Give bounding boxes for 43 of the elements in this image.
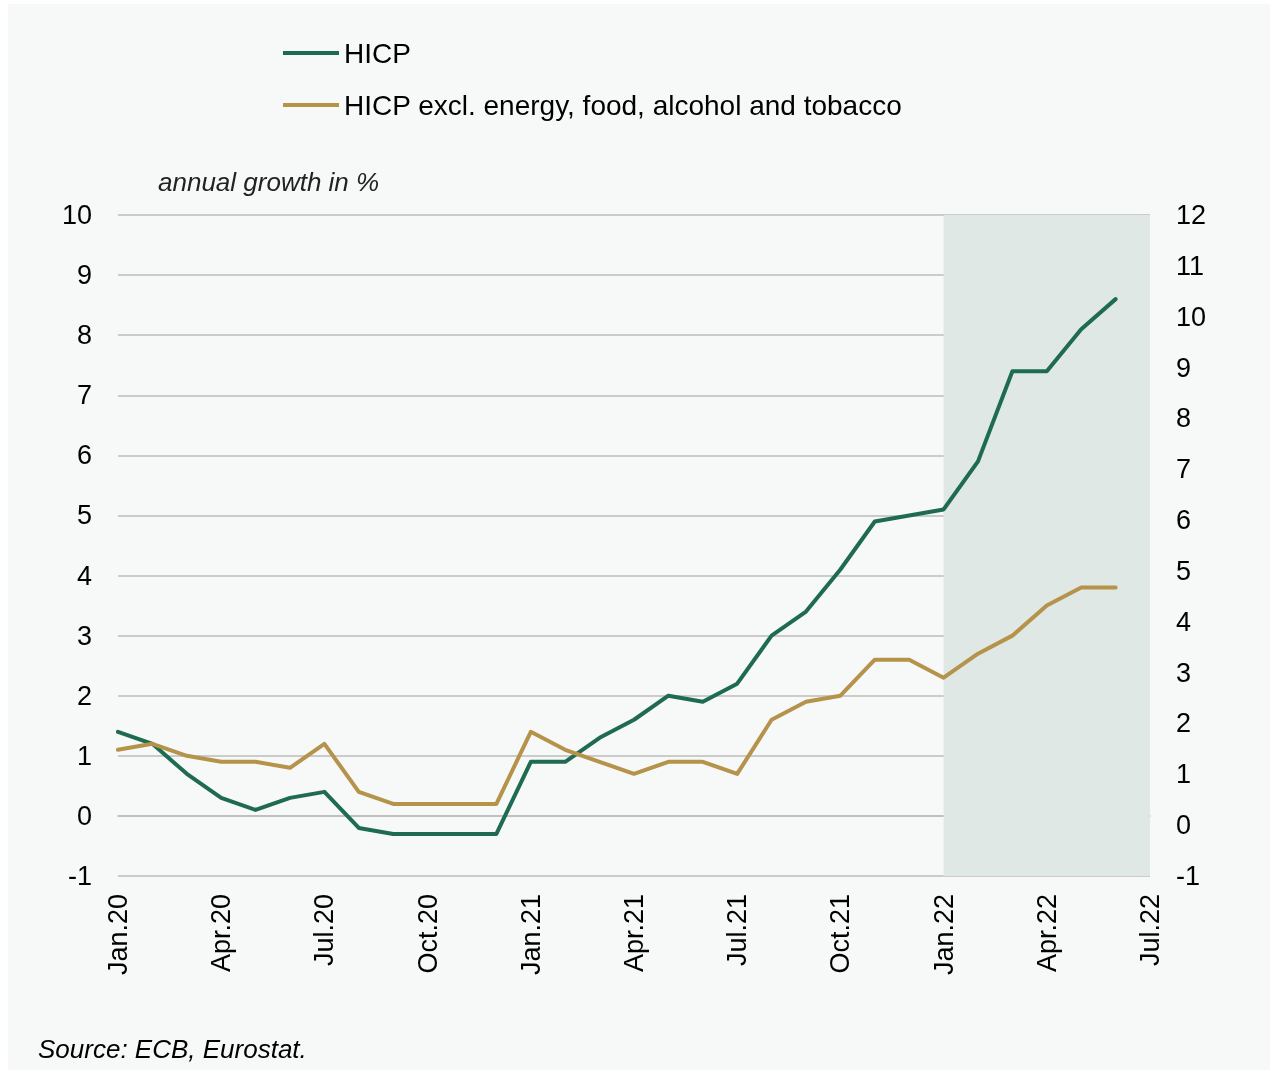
x-tick-label: Jul.20 xyxy=(309,894,340,967)
y2-tick-label: 7 xyxy=(1176,454,1192,485)
x-tick-label: Apr.21 xyxy=(619,894,649,973)
x-tick-label: Jul.22 xyxy=(1135,894,1165,967)
line-series xyxy=(116,297,1118,836)
y2-tick-label: 3 xyxy=(1176,657,1192,688)
y-tick-label: 2 xyxy=(76,680,92,711)
x-tick-label: Apr.22 xyxy=(1031,894,1062,973)
y-tick-label: 10 xyxy=(61,200,92,230)
y2-tick-label: 5 xyxy=(1176,555,1192,586)
y2-tick-label: 8 xyxy=(1176,403,1192,434)
y2-tick-label: 11 xyxy=(1176,250,1205,281)
x-tick-label: Jan.20 xyxy=(103,894,133,976)
x-tick-label: Jul.21 xyxy=(722,894,753,967)
legend-label: HICP excl. energy, food, alcohol and tobacco xyxy=(344,89,902,121)
y2-tick-label: 12 xyxy=(1176,200,1207,230)
y2-tick-label: -1 xyxy=(1176,861,1201,891)
source-note: Source: ECB, Eurostat. xyxy=(38,1034,307,1065)
y2-tick-label: 9 xyxy=(1176,352,1192,383)
line-series xyxy=(116,585,1118,806)
y-tick-label: 6 xyxy=(76,440,92,471)
y-tick-label: 9 xyxy=(76,260,92,291)
legend-label: HICP xyxy=(344,37,411,69)
y-tick-label: 7 xyxy=(76,380,92,411)
y-tick-label: 1 xyxy=(76,740,92,771)
x-tick-label: Oct.20 xyxy=(412,894,443,974)
y2-tick-label: 4 xyxy=(1176,606,1192,637)
x-tick-label: Jan.21 xyxy=(515,894,546,976)
x-tick-label: Apr.20 xyxy=(206,894,237,973)
y2-tick-label: 2 xyxy=(1176,708,1192,739)
x-tick-label: Oct.21 xyxy=(825,894,856,974)
y2-tick-label: 6 xyxy=(1176,505,1192,536)
y-tick-label: 3 xyxy=(76,620,92,651)
y-tick-label: 5 xyxy=(76,500,92,531)
x-tick-label: Jan.22 xyxy=(928,894,959,976)
y-tick-label: -1 xyxy=(67,861,92,891)
y2-tick-label: 1 xyxy=(1176,759,1192,790)
y-tick-label: 0 xyxy=(76,800,92,831)
y-axis-title: annual growth in % xyxy=(158,167,380,197)
y2-tick-label: 0 xyxy=(1176,810,1192,841)
y-tick-label: 4 xyxy=(76,560,92,591)
y2-tick-label: 10 xyxy=(1176,301,1207,332)
y-tick-label: 8 xyxy=(76,320,92,351)
